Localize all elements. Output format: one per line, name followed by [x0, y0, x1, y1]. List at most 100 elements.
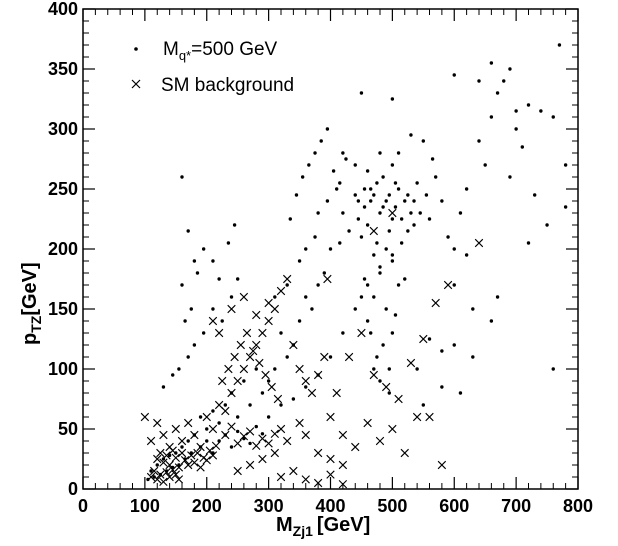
- background-point: [236, 340, 245, 350]
- background-point: [171, 424, 181, 434]
- y-tick-label: 0: [68, 479, 78, 499]
- background-point: [242, 328, 252, 338]
- y-tick-label: 350: [48, 59, 78, 79]
- background-point: [313, 448, 323, 458]
- signal-point: [353, 193, 357, 197]
- background-point: [227, 388, 236, 398]
- signal-point: [229, 295, 234, 299]
- signal-point: [307, 163, 311, 167]
- signal-point: [483, 163, 487, 167]
- background-point: [180, 456, 190, 465]
- signal-point: [273, 295, 277, 299]
- signal-point: [458, 391, 463, 395]
- signal-point: [495, 91, 500, 95]
- signal-point: [545, 223, 549, 227]
- x-tick-label: 0: [78, 496, 88, 516]
- background-point: [332, 388, 341, 398]
- background-point: [153, 475, 162, 484]
- background-point: [301, 430, 310, 440]
- signal-point: [198, 415, 203, 419]
- signal-point: [489, 115, 494, 119]
- signal-point: [186, 355, 190, 359]
- signal-point: [180, 445, 184, 449]
- signal-point: [427, 337, 432, 341]
- signal-point: [273, 367, 277, 371]
- x-tick-label: 400: [315, 496, 345, 516]
- signal-point: [254, 424, 258, 429]
- background-point: [208, 316, 218, 326]
- background-point: [357, 328, 366, 338]
- background-point: [419, 334, 428, 344]
- signal-point: [235, 277, 240, 281]
- background-point: [323, 274, 332, 284]
- signal-point: [440, 349, 444, 353]
- signal-point: [365, 223, 370, 227]
- x-tick-label: 600: [439, 496, 469, 516]
- signal-point: [406, 229, 410, 233]
- background-point: [177, 448, 187, 458]
- signal-point: [409, 211, 413, 215]
- signal-point: [399, 217, 404, 221]
- signal-point: [424, 193, 429, 197]
- signal-point: [279, 331, 283, 335]
- background-point: [320, 352, 329, 362]
- background-point: [245, 460, 255, 470]
- signal-point: [266, 415, 271, 419]
- background-point: [276, 472, 286, 482]
- signal-point: [440, 199, 444, 203]
- background-point: [351, 442, 360, 452]
- background-point: [267, 382, 276, 392]
- signal-point: [220, 319, 224, 323]
- signal-point: [155, 463, 159, 467]
- signal-point: [242, 379, 246, 383]
- background-point: [437, 460, 447, 470]
- signal-point: [396, 187, 401, 191]
- signal-point: [235, 429, 240, 434]
- signal-point: [369, 199, 373, 203]
- background-point: [282, 274, 292, 284]
- signal-point: [396, 151, 401, 155]
- signal-point: [362, 277, 367, 281]
- signal-point: [338, 241, 342, 245]
- signal-point: [316, 211, 320, 215]
- signal-point: [464, 187, 469, 191]
- background-point: [233, 376, 242, 386]
- background-point: [208, 424, 218, 434]
- signal-point: [325, 199, 330, 203]
- signal-point: [539, 109, 543, 113]
- background-point: [431, 298, 440, 308]
- signal-point: [378, 211, 382, 215]
- signal-point: [177, 367, 181, 371]
- signal-point: [508, 67, 512, 71]
- signal-point: [304, 295, 308, 299]
- background-point: [289, 340, 298, 350]
- legend-marker-dot: [134, 47, 138, 51]
- signal-point: [532, 193, 537, 197]
- signal-point: [520, 145, 525, 149]
- signal-point: [557, 43, 562, 47]
- signal-point: [446, 235, 450, 239]
- background-point: [388, 424, 397, 434]
- background-point: [205, 446, 215, 455]
- signal-point: [285, 355, 289, 359]
- background-point: [301, 376, 310, 386]
- signal-point: [369, 331, 373, 335]
- signal-point: [356, 217, 361, 221]
- signal-point: [387, 193, 391, 197]
- signal-point: [319, 139, 323, 143]
- background-point: [313, 370, 323, 380]
- x-tick-label: 500: [377, 496, 407, 516]
- background-point: [153, 454, 162, 464]
- background-point: [295, 364, 304, 374]
- background-point: [227, 304, 236, 314]
- background-point: [230, 352, 239, 362]
- signal-point: [322, 271, 327, 275]
- signal-point: [260, 391, 265, 395]
- background-point: [252, 441, 261, 450]
- signal-point: [316, 283, 320, 287]
- y-tick-label: 250: [48, 179, 78, 199]
- signal-point: [393, 205, 398, 209]
- signal-point: [325, 127, 330, 131]
- background-point: [190, 458, 199, 467]
- signal-point: [563, 205, 568, 209]
